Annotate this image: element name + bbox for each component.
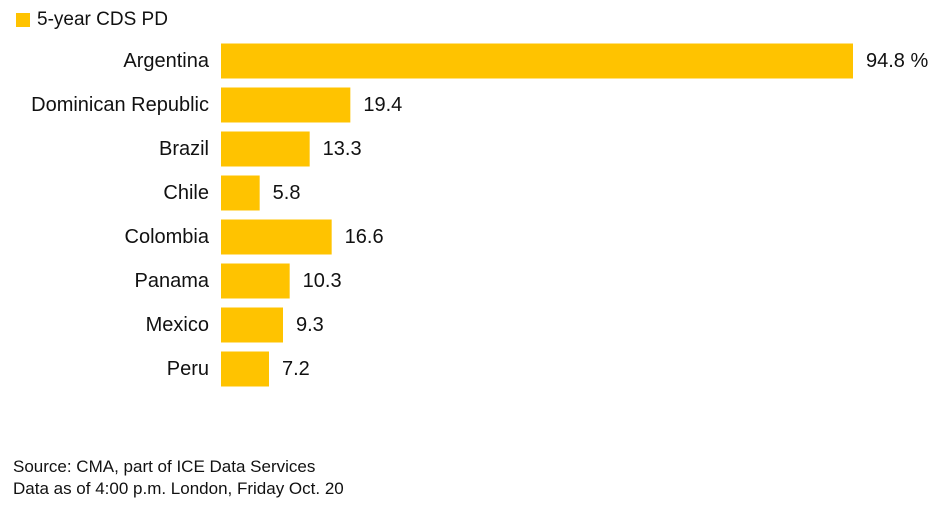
category-label: Brazil bbox=[159, 138, 209, 160]
bar bbox=[221, 219, 332, 255]
category-label: Argentina bbox=[123, 50, 209, 72]
category-label: Mexico bbox=[146, 314, 209, 336]
value-label: 94.8 % bbox=[866, 50, 928, 72]
source-note: Source: CMA, part of ICE Data Services bbox=[13, 457, 316, 476]
value-label: 10.3 bbox=[303, 270, 342, 292]
bar-chart: Argentina 94.8 % Dominican Republic 19.4 Bra… bbox=[31, 43, 928, 387]
bar bbox=[221, 87, 351, 123]
value-label: 13.3 bbox=[323, 138, 362, 160]
bar bbox=[221, 43, 853, 79]
chart-footer: Source: CMA, part of ICE Data Services D… bbox=[13, 456, 344, 500]
value-label: 5.8 bbox=[273, 182, 301, 204]
bar bbox=[221, 307, 283, 343]
bar bbox=[221, 131, 310, 167]
value-label: 9.3 bbox=[296, 314, 324, 336]
bar bbox=[221, 175, 260, 211]
category-label: Dominican Republic bbox=[31, 94, 209, 116]
category-label: Peru bbox=[167, 358, 209, 380]
legend-swatch bbox=[16, 13, 30, 27]
category-label: Colombia bbox=[125, 226, 210, 248]
category-label: Panama bbox=[135, 270, 210, 292]
category-label: Chile bbox=[163, 182, 209, 204]
data-timestamp-note: Data as of 4:00 p.m. London, Friday Oct.… bbox=[13, 479, 344, 498]
bar bbox=[221, 351, 269, 387]
value-label: 16.6 bbox=[345, 226, 384, 248]
legend-label: 5-year CDS PD bbox=[37, 9, 168, 30]
bar bbox=[221, 263, 290, 299]
value-label: 19.4 bbox=[363, 94, 402, 116]
legend: 5-year CDS PD bbox=[16, 6, 168, 34]
value-label: 7.2 bbox=[282, 358, 310, 380]
